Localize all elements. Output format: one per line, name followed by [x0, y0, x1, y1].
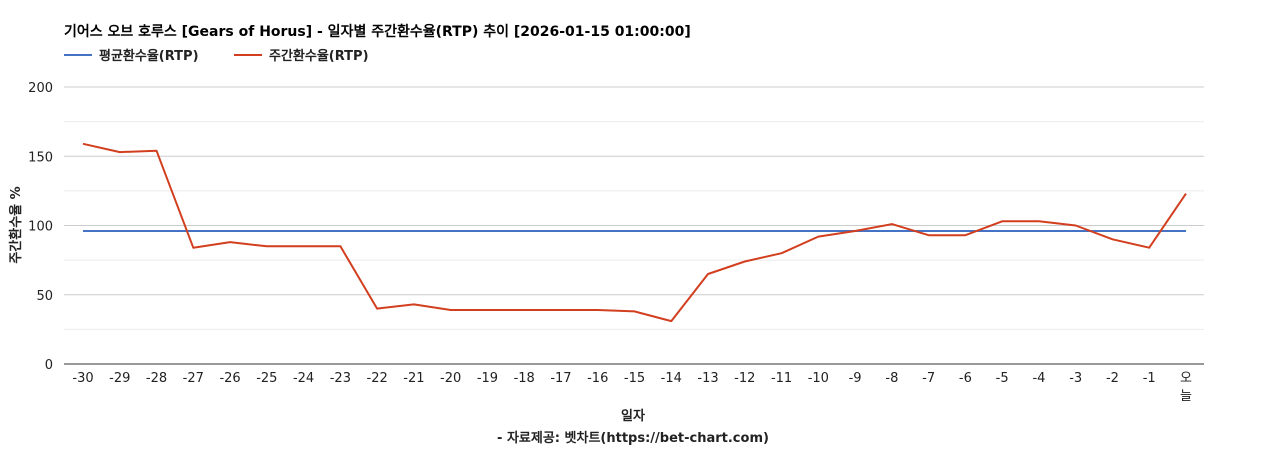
x-tick-label: -17 [550, 371, 571, 386]
x-tick-label: 늘 [1180, 389, 1192, 404]
x-tick-label: -10 [808, 371, 829, 386]
x-tick-label: -22 [367, 371, 388, 386]
x-tick-label: -27 [183, 371, 204, 386]
legend: 평균환수율(RTP) 주간환수율(RTP) [64, 48, 369, 64]
x-tick-label: 오 [1180, 371, 1192, 386]
y-tick-label: 100 [28, 220, 53, 235]
legend-label: 평균환수율(RTP) [99, 48, 199, 64]
x-axis-title: 일자 [621, 409, 645, 424]
x-tick-label: -30 [72, 371, 93, 386]
y-tick-label: 50 [36, 289, 53, 304]
chart-title: 기어스 오브 호루스 [Gears of Horus] - 일자별 주간환수율(… [64, 23, 691, 40]
x-tick-label: -23 [330, 371, 351, 386]
x-tick-label: -21 [403, 371, 424, 386]
x-axis-ticks: -30 -29 -28 -27 -26 -25 -24 -23 -22 -21 -20 -19 -18-… [72, 371, 1192, 404]
x-tick-label: -19 [477, 371, 498, 386]
x-tick-label: -13 [697, 371, 718, 386]
x-tick-label: -16 [587, 371, 608, 386]
x-tick-label: -6 [959, 371, 972, 386]
x-tick-label: -20 [440, 371, 461, 386]
y-tick-label: 200 [28, 81, 53, 96]
x-tick-label: -4 [1032, 371, 1045, 386]
legend-label: 주간환수율(RTP) [269, 48, 369, 64]
source-credit: - 자료제공: 벳차트(https://bet-chart.com) [497, 430, 769, 446]
y-axis-ticks: 0 50 100 150 200 [28, 81, 53, 373]
x-tick-label: -14 [661, 371, 682, 386]
x-tick-label: -25 [256, 371, 277, 386]
y-tick-label: 150 [28, 150, 53, 165]
x-tick-label: -2 [1106, 371, 1119, 386]
x-tick-label: -29 [109, 371, 130, 386]
x-tick-label: -7 [922, 371, 935, 386]
x-tick-label: -28 [146, 371, 167, 386]
grid-lines [64, 86, 1204, 365]
x-tick-label: -15 [624, 371, 645, 386]
y-axis-title: 주간환수율 % [8, 186, 24, 263]
x-tick-label: -12 [734, 371, 755, 386]
series-weekly-rtp-line [82, 142, 1187, 323]
x-tick-label: -1 [1143, 371, 1156, 386]
x-tick-label: -5 [996, 371, 1009, 386]
y-tick-label: 0 [45, 358, 53, 373]
x-tick-label: -18 [514, 371, 535, 386]
x-tick-label: -26 [219, 371, 240, 386]
series-lines [82, 142, 1187, 323]
x-tick-label: -24 [293, 371, 314, 386]
x-tick-label: -3 [1069, 371, 1082, 386]
x-tick-label: -11 [771, 371, 792, 386]
x-tick-label: -9 [849, 371, 862, 386]
x-tick-label: -8 [885, 371, 898, 386]
